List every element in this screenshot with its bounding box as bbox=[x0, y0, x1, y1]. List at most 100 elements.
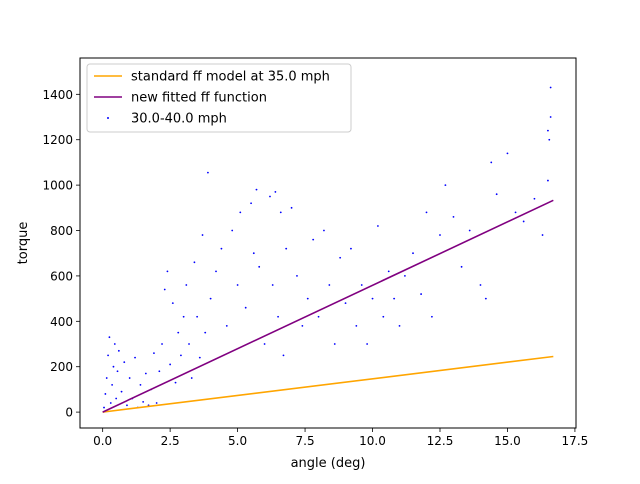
scatter-point bbox=[484, 297, 487, 300]
legend-frame bbox=[86, 63, 352, 133]
line-series-group bbox=[102, 199, 554, 413]
scatter-point bbox=[277, 315, 279, 318]
scatter-point bbox=[547, 179, 549, 182]
scatter-point bbox=[134, 356, 136, 359]
legend-label: new fitted ff function bbox=[131, 91, 267, 106]
scatter-point bbox=[490, 161, 493, 164]
scatter-point bbox=[128, 377, 131, 379]
scatter-point bbox=[113, 343, 116, 345]
scatter-point bbox=[215, 270, 217, 273]
scatter-point bbox=[355, 324, 358, 327]
scatter-point bbox=[323, 229, 325, 232]
scatter-point bbox=[541, 234, 544, 236]
scatter-point bbox=[144, 372, 147, 375]
scatter-point bbox=[312, 238, 315, 241]
scatter-point bbox=[317, 315, 320, 318]
scatter-point bbox=[439, 234, 441, 236]
scatter-point bbox=[201, 234, 204, 236]
scatter-point bbox=[193, 261, 196, 264]
scatter-point bbox=[420, 293, 422, 295]
scatter-point bbox=[468, 229, 471, 232]
scatter-point bbox=[398, 324, 401, 327]
y-tick-label: 600 bbox=[50, 269, 73, 283]
scatter-point bbox=[333, 343, 336, 345]
scatter-point bbox=[328, 284, 331, 286]
x-tick-label: 0.0 bbox=[93, 434, 112, 448]
scatter-point bbox=[282, 354, 285, 357]
x-tick-label: 5.0 bbox=[228, 434, 247, 448]
y-tick-label: 800 bbox=[50, 224, 73, 238]
scatter-point bbox=[495, 193, 498, 196]
scatter-point bbox=[371, 297, 374, 300]
legend-swatch-2 bbox=[107, 117, 109, 119]
scatter-point bbox=[120, 390, 123, 393]
x-axis-label: angle (deg) bbox=[291, 456, 366, 471]
line-series-0 bbox=[102, 355, 554, 413]
scatter-point bbox=[377, 225, 379, 227]
x-tick-label: 12.5 bbox=[427, 434, 454, 448]
x-tick-label: 2.5 bbox=[161, 434, 180, 448]
y-tick-label: 0 bbox=[65, 406, 73, 420]
x-tick-label: 15.0 bbox=[494, 434, 521, 448]
scatter-point bbox=[169, 363, 172, 366]
scatter-point bbox=[263, 343, 266, 345]
scatter-point bbox=[522, 220, 525, 223]
scatter-point bbox=[104, 393, 107, 395]
legend-label: standard ff model at 35.0 mph bbox=[131, 70, 330, 85]
scatter-point bbox=[155, 402, 158, 404]
scatter-point bbox=[360, 284, 363, 286]
scatter-point bbox=[306, 297, 309, 300]
scatter-point bbox=[255, 188, 258, 191]
scatter-point bbox=[425, 211, 428, 214]
scatter-point bbox=[549, 86, 552, 89]
legend-label: 30.0-40.0 mph bbox=[131, 112, 227, 127]
scatter-point bbox=[296, 275, 298, 277]
x-tick-label: 7.5 bbox=[296, 434, 315, 448]
scatter-point bbox=[123, 361, 126, 364]
scatter-point bbox=[225, 324, 228, 327]
scatter-point bbox=[166, 270, 169, 273]
scatter-point bbox=[174, 381, 177, 384]
scatter-point bbox=[142, 401, 145, 403]
scatter-point bbox=[452, 216, 455, 218]
scatter-point bbox=[444, 184, 447, 187]
scatter-point bbox=[204, 331, 207, 334]
scatter-point bbox=[158, 370, 161, 373]
scatter-point bbox=[252, 252, 255, 255]
y-tick-label: 400 bbox=[50, 315, 73, 329]
scatter-point bbox=[479, 284, 482, 286]
scatter-point bbox=[163, 288, 166, 291]
scatter-point bbox=[547, 129, 549, 132]
scatter-point bbox=[171, 302, 174, 305]
scatter-point bbox=[198, 356, 201, 359]
scatter-point bbox=[209, 297, 212, 300]
scatter-point bbox=[301, 324, 304, 327]
y-tick-label: 1000 bbox=[42, 179, 73, 193]
y-axis-ticks: 0 200 400 600 800 1000 1200 1400 bbox=[42, 88, 80, 420]
scatter-point bbox=[514, 211, 517, 214]
scatter-point bbox=[115, 397, 118, 400]
scatter-point bbox=[207, 171, 209, 174]
scatter-point bbox=[506, 152, 509, 155]
plot-area-frame bbox=[79, 57, 577, 429]
scatter-point bbox=[279, 211, 282, 214]
x-tick-label: 10.0 bbox=[359, 434, 386, 448]
y-tick-label: 200 bbox=[50, 360, 73, 374]
scatter-point bbox=[549, 116, 552, 118]
scatter-point bbox=[105, 377, 108, 379]
scatter-point bbox=[188, 343, 190, 345]
scatter-point bbox=[339, 256, 342, 259]
scatter-point bbox=[404, 275, 406, 277]
scatter-point bbox=[139, 383, 142, 386]
scatter-point bbox=[231, 229, 234, 232]
scatter-point bbox=[182, 315, 185, 318]
scatter-point bbox=[116, 370, 119, 373]
y-tick-label: 1400 bbox=[42, 88, 73, 102]
scatter-point bbox=[460, 265, 463, 268]
scatter-point bbox=[412, 252, 414, 255]
scatter-point bbox=[344, 302, 347, 305]
scatter-point bbox=[220, 247, 223, 250]
scatter-point bbox=[161, 343, 163, 345]
scatter-point bbox=[239, 211, 242, 214]
